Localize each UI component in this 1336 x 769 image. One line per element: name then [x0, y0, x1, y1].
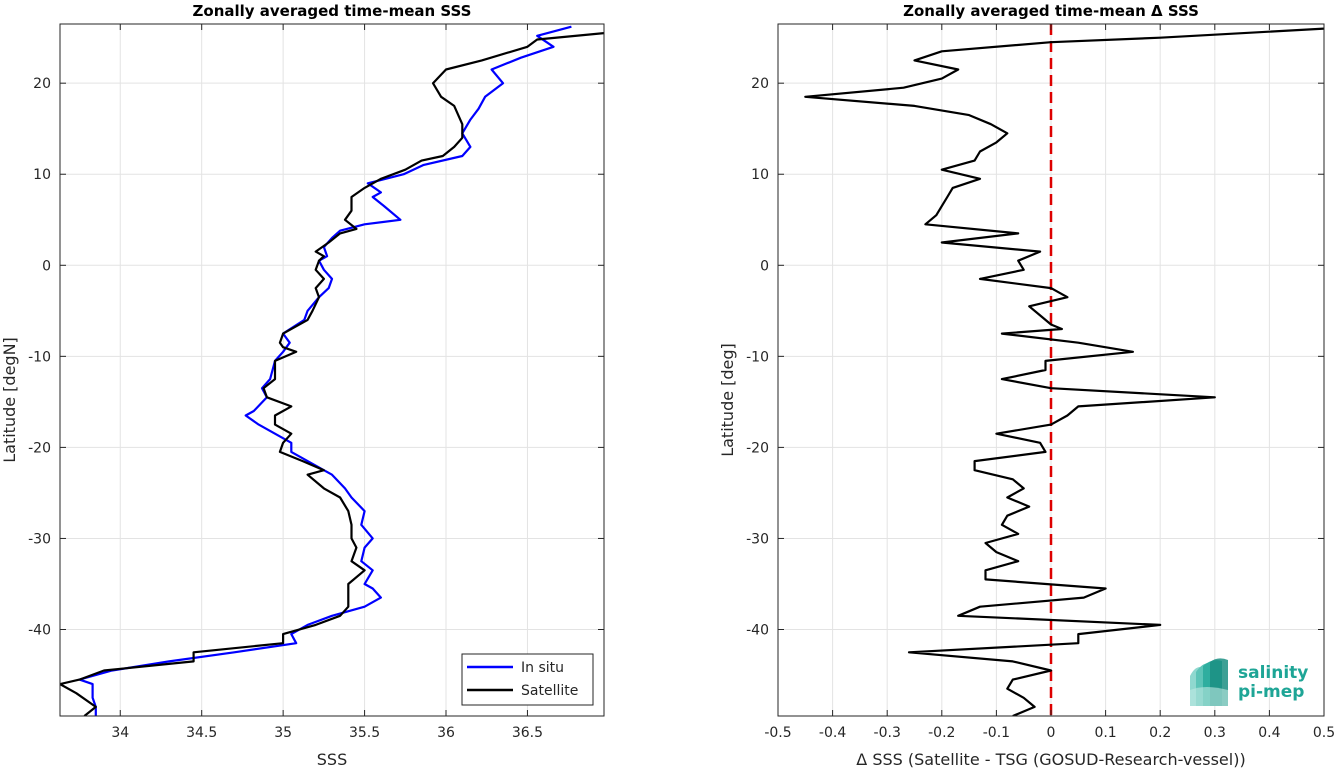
dsss-xtick-label: 0.1 [1094, 725, 1116, 741]
dsss-ytick-label: 20 [751, 76, 769, 92]
sss-xtick-label: 34 [111, 725, 129, 741]
sss-y-axis-label: Latitude [degN] [0, 337, 19, 463]
dsss-xtick-label: -0.5 [764, 725, 791, 741]
dsss-xtick-label: 0.5 [1313, 725, 1335, 741]
dsss-xtick-label: 0.4 [1258, 725, 1280, 741]
dsss-xtick-label: 0.2 [1149, 725, 1171, 741]
sss-xtick-label: 36 [437, 725, 455, 741]
dsss-xtick-label: 0 [1047, 725, 1056, 741]
dsss-ytick-label: -10 [746, 349, 769, 365]
sss-ytick-label: 20 [33, 76, 51, 92]
dsss-chart-title: Zonally averaged time-mean Δ SSS [903, 2, 1199, 20]
sss-ytick-label: -10 [28, 349, 51, 365]
dsss-y-axis-label: Latitude [deg] [718, 343, 737, 457]
dsss-xtick-label: -0.1 [983, 725, 1010, 741]
sss-ytick-label: -30 [28, 531, 51, 547]
dsss-series-line-delta [804, 27, 1324, 716]
dsss-ytick-label: -20 [746, 440, 769, 456]
legend-box [461, 653, 594, 706]
sss-xtick-label: 35 [274, 725, 292, 741]
logo-salinity-text: salinity [1238, 663, 1308, 683]
legend: In situ Satellite [461, 653, 594, 706]
dsss-xtick-label: 0.3 [1204, 725, 1226, 741]
sss-ytick-label: 10 [33, 167, 51, 183]
dsss-xtick-label: -0.2 [928, 725, 955, 741]
sss-series-line-in-situ [78, 25, 572, 716]
sss-xtick-label: 35.5 [349, 725, 380, 741]
dsss-xtick-label: -0.4 [819, 725, 846, 741]
dsss-ytick-label: -30 [746, 531, 769, 547]
sss-chart-title: Zonally averaged time-mean SSS [193, 2, 472, 20]
sss-series-line-satellite [60, 32, 604, 716]
dsss-xtick-label: -0.3 [874, 725, 901, 741]
wave-icon [1190, 658, 1228, 706]
sss-panel: 34 34.5 35 35.5 36 36.5 20 10 0 -10 -20 -30 -40 Zonal… [0, 2, 605, 769]
sss-axes-frame [59, 23, 605, 717]
sss-xtick-label: 34.5 [186, 725, 217, 741]
delta-sss-panel: -0.5 -0.4 -0.3 -0.2 -0.1 0 0.1 0.2 0.3 0.4 0.5 20 10… [718, 2, 1335, 769]
sss-xtick-label: 36.5 [512, 725, 543, 741]
sss-plot-area [60, 24, 604, 716]
sss-x-axis-label: SSS [317, 750, 347, 769]
sss-ytick-label: -40 [28, 623, 51, 639]
sss-ytick-label: -20 [28, 440, 51, 456]
dsss-ytick-label: 0 [760, 258, 769, 274]
dsss-ytick-label: 10 [751, 167, 769, 183]
legend-label-in-situ: In situ [521, 660, 564, 676]
legend-label-satellite: Satellite [521, 683, 578, 699]
dsss-ytick-label: -40 [746, 623, 769, 639]
logo-pimep-text: pi-mep [1238, 682, 1304, 702]
salinity-pimep-logo: salinity pi-mep [1190, 658, 1308, 706]
sss-ytick-label: 0 [42, 258, 51, 274]
dsss-x-axis-label: Δ SSS (Satellite - TSG (GOSUD-Research-v… [856, 750, 1245, 769]
